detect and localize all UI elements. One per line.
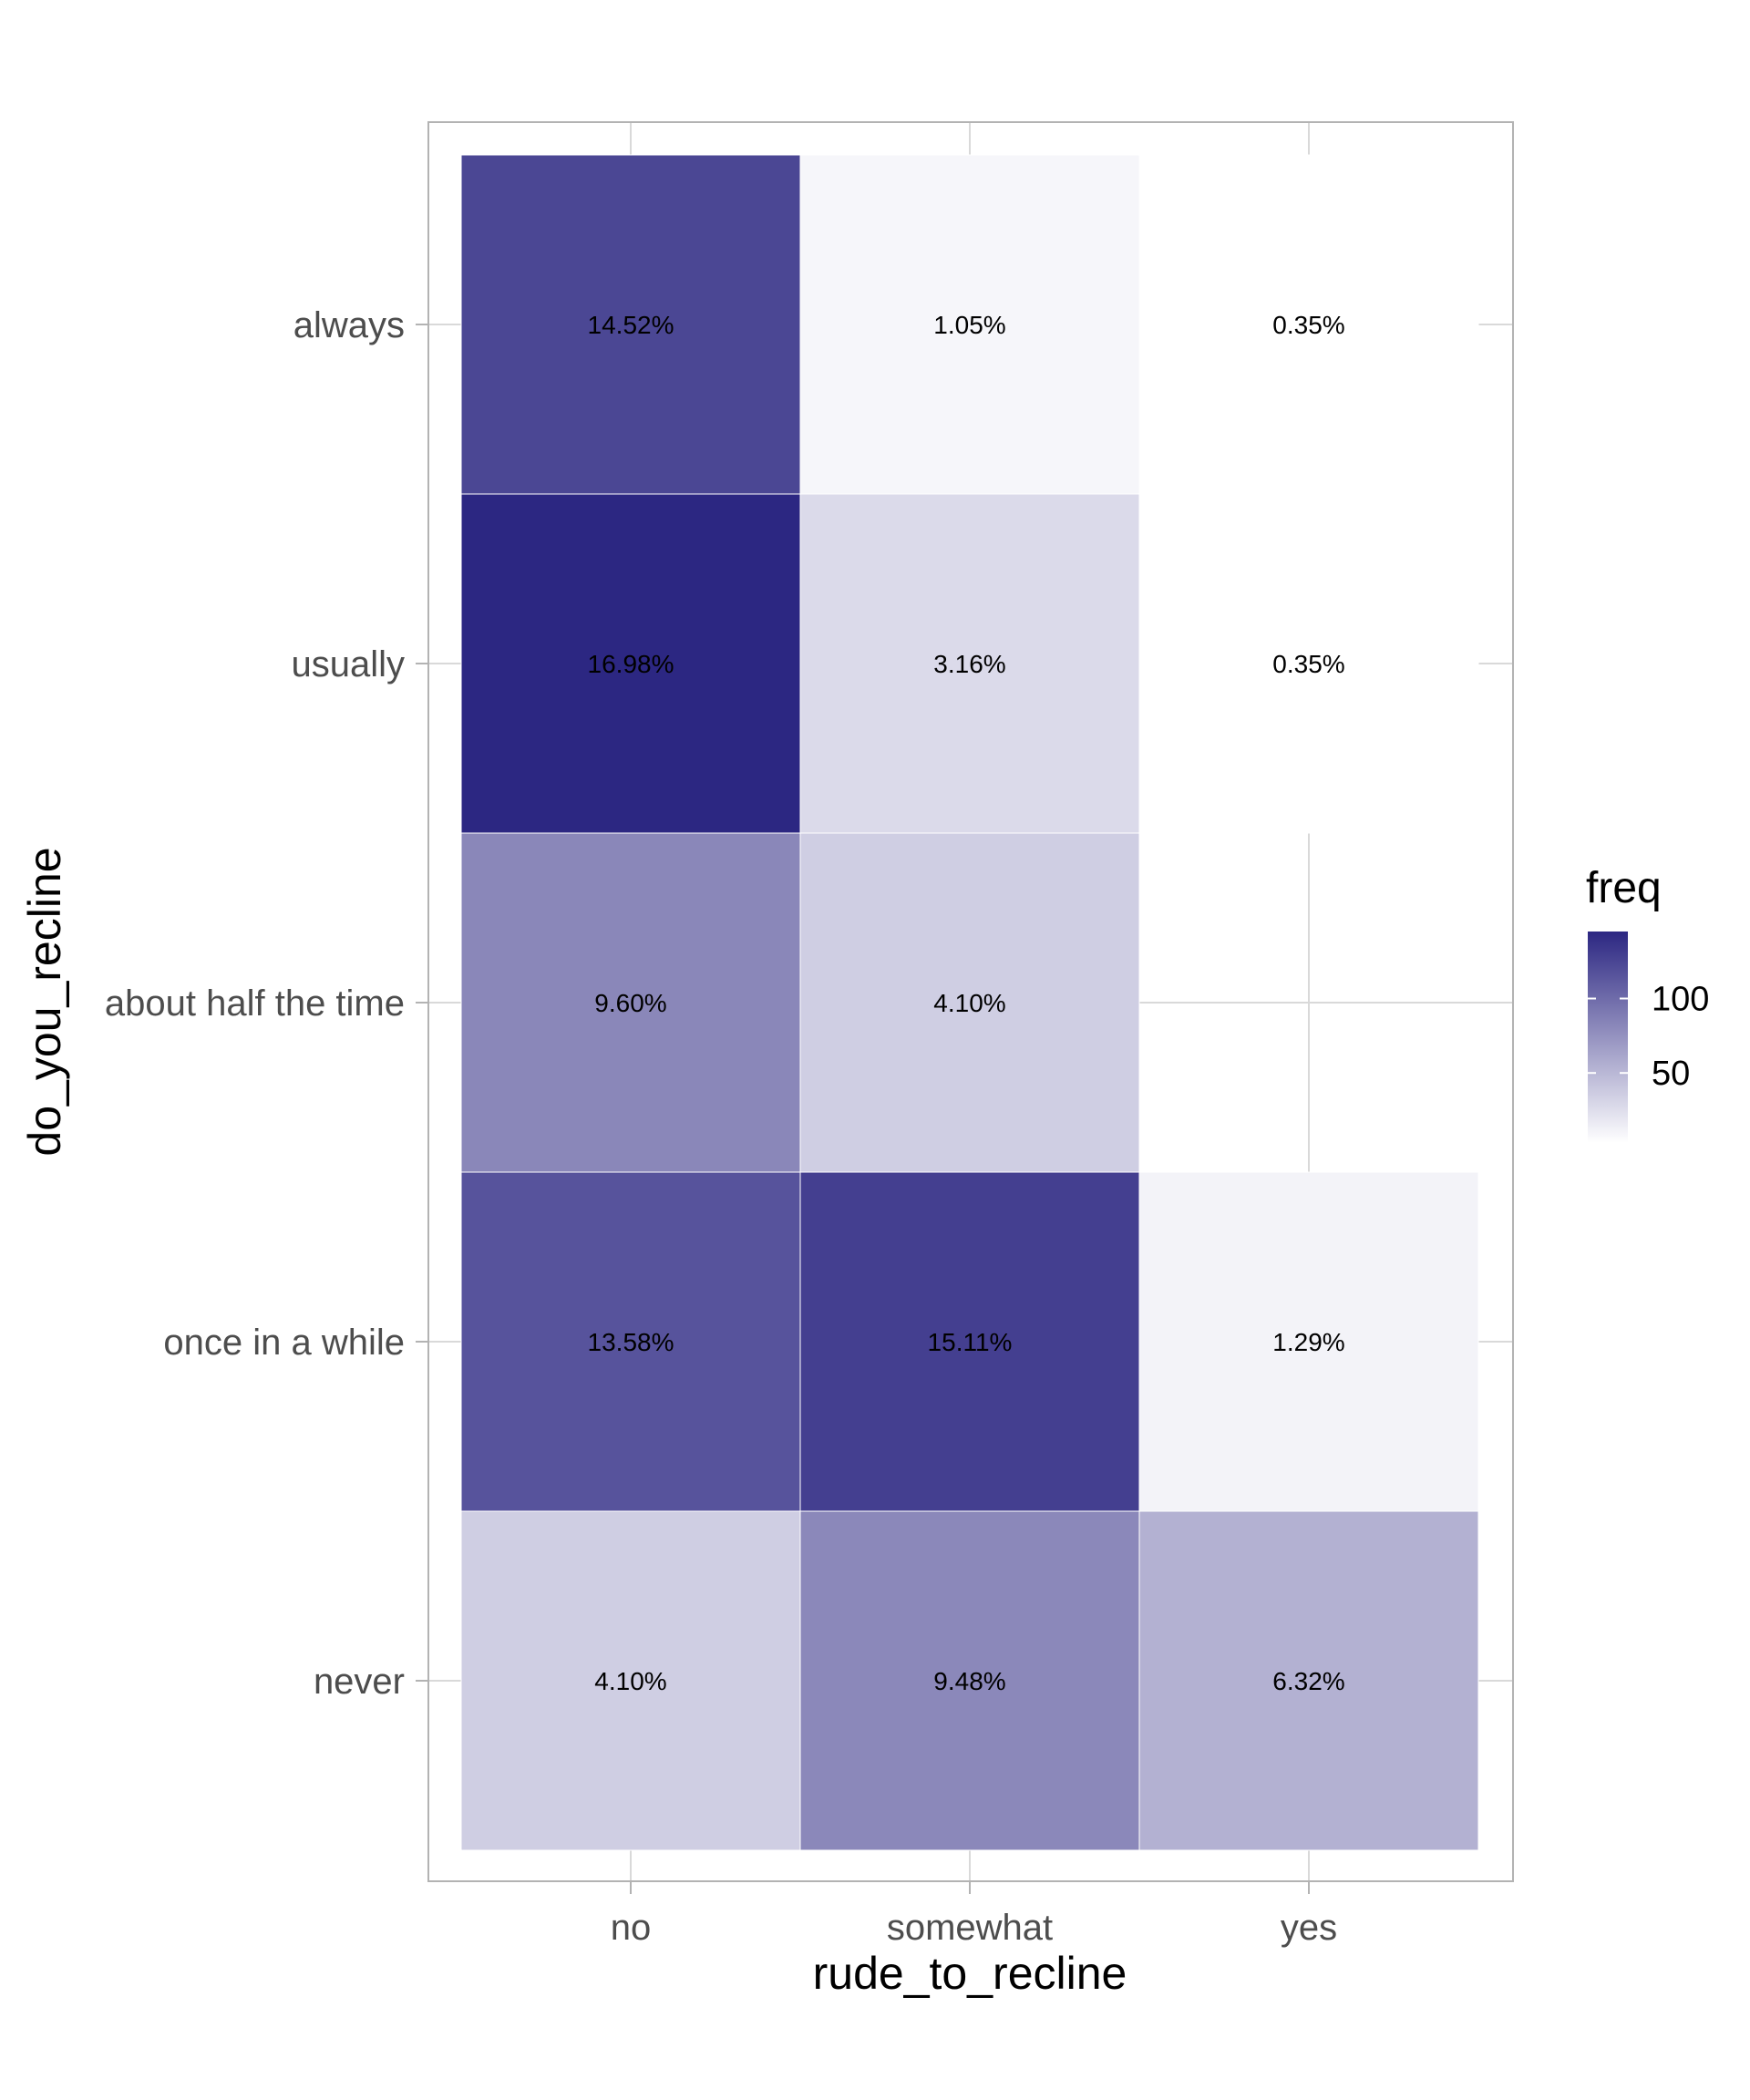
heatmap-cell-always-somewhat bbox=[799, 154, 1140, 495]
cell-label-always-no: 14.52% bbox=[588, 311, 674, 339]
y-tick-label-usually: usually bbox=[291, 644, 405, 685]
legend-tick-label-50: 50 bbox=[1652, 1055, 1690, 1093]
legend-ticks: 50 100 bbox=[1588, 981, 1709, 1093]
cell-label-about-half-the-time-no: 9.60% bbox=[594, 989, 666, 1017]
cell-label-usually-somewhat: 3.16% bbox=[933, 650, 1005, 678]
y-tick-label-always: always bbox=[293, 305, 405, 345]
cell-label-about-half-the-time-somewhat: 4.10% bbox=[933, 989, 1005, 1017]
x-axis-title: rude_to_recline bbox=[813, 1948, 1127, 1999]
cell-label-never-somewhat: 9.48% bbox=[933, 1667, 1005, 1695]
y-tick-label-never: never bbox=[314, 1662, 405, 1702]
cell-labels-layer: 14.52% 1.05% 0.35% 16.98% 3.16% 0.35% 9.60% 4.1… bbox=[588, 311, 1345, 1695]
axis-layer: always usually about half the time once in … bbox=[105, 305, 1337, 1948]
cell-label-once-in-a-while-somewhat: 15.11% bbox=[928, 1328, 1013, 1356]
heatmap-cell-once-in-a-while-yes bbox=[1138, 1171, 1479, 1512]
cells-layer bbox=[460, 154, 1479, 1851]
heatmap-cell-usually-yes bbox=[1138, 493, 1479, 834]
x-tick-label-somewhat: somewhat bbox=[887, 1908, 1053, 1948]
y-tick-label-once-in-a-while: once in a while bbox=[163, 1323, 405, 1363]
cell-label-never-no: 4.10% bbox=[594, 1667, 666, 1695]
cell-label-once-in-a-while-yes: 1.29% bbox=[1272, 1328, 1344, 1356]
cell-label-usually-no: 16.98% bbox=[588, 650, 674, 678]
legend-colorbar bbox=[1588, 932, 1628, 1143]
heatmap-cell-never-no bbox=[460, 1510, 801, 1851]
heatmap-cell-about-half-the-time-somewhat bbox=[799, 832, 1140, 1173]
heatmap-cell-about-half-the-time-no bbox=[460, 832, 801, 1173]
legend-tick-label-100: 100 bbox=[1652, 981, 1709, 1019]
cell-label-always-somewhat: 1.05% bbox=[933, 311, 1005, 339]
heatmap-cell-usually-somewhat bbox=[799, 493, 1140, 834]
y-tick-label-about-half-the-time: about half the time bbox=[105, 983, 405, 1024]
x-tick-label-no: no bbox=[611, 1908, 652, 1948]
y-axis-title: do_you_recline bbox=[19, 847, 70, 1156]
heatmap-cell-always-yes bbox=[1138, 154, 1479, 495]
x-tick-label-yes: yes bbox=[1281, 1908, 1337, 1948]
heatmap-cell-always-no bbox=[460, 154, 801, 495]
cell-label-once-in-a-while-no: 13.58% bbox=[588, 1328, 674, 1356]
cell-label-usually-yes: 0.35% bbox=[1272, 650, 1344, 678]
cell-label-always-yes: 0.35% bbox=[1272, 311, 1344, 339]
heatmap-cell-never-yes bbox=[1138, 1510, 1479, 1851]
heatmap-cell-never-somewhat bbox=[799, 1510, 1140, 1851]
legend-title: freq bbox=[1586, 864, 1662, 912]
legend: freq 50 100 bbox=[1586, 864, 1709, 1143]
cell-label-never-yes: 6.32% bbox=[1272, 1667, 1344, 1695]
